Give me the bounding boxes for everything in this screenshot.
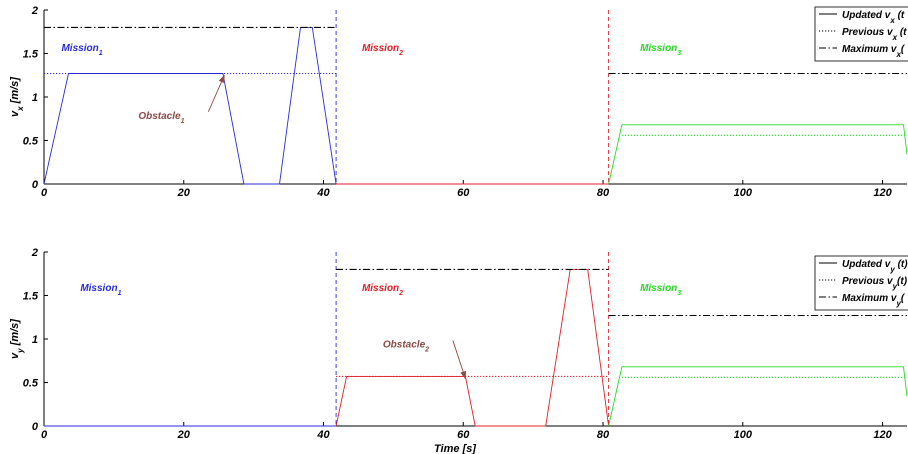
y-axis-label: vy [m/s] xyxy=(9,319,25,359)
y-tick-label: 2 xyxy=(31,5,38,17)
x-tick-label: 20 xyxy=(177,187,191,199)
series-line-updated xyxy=(608,366,908,427)
x-tick-label: 120 xyxy=(873,429,892,441)
x-tick-label: 0 xyxy=(41,187,48,199)
legend-box xyxy=(814,255,908,311)
x-tick-label: 40 xyxy=(316,187,330,199)
mission-label: Mission3 xyxy=(640,283,681,297)
legend-entry: Maximum vx( xyxy=(842,44,906,59)
y-axis-label: vx [m/s] xyxy=(9,77,25,117)
series-line-updated xyxy=(608,124,908,185)
y-tick-label: 1.5 xyxy=(23,291,39,303)
mission-label: Mission1 xyxy=(61,43,102,57)
y-tick-label: 1 xyxy=(32,92,38,104)
mission-label: Mission3 xyxy=(640,43,681,57)
obstacle-annotation: Obstacle1 xyxy=(138,111,184,125)
x-tick-label: 100 xyxy=(734,187,753,199)
x-tick-label: 100 xyxy=(734,429,753,441)
y-tick-label: 0 xyxy=(32,179,39,191)
x-tick-label: 20 xyxy=(177,429,191,441)
y-tick-label: 1.5 xyxy=(23,49,39,61)
x-tick-label: 120 xyxy=(873,187,892,199)
x-tick-label: 80 xyxy=(597,429,610,441)
obstacle-annotation: Obstacle2 xyxy=(383,340,429,354)
mission-label: Mission1 xyxy=(80,283,121,297)
legend-entry: Previous vy(t) xyxy=(842,276,908,291)
x-tick-label: 60 xyxy=(457,187,470,199)
x-tick-label: 80 xyxy=(597,187,610,199)
legend-entry: Updated vx (t xyxy=(842,10,905,25)
y-tick-label: 0 xyxy=(32,421,39,433)
legend-entry: Maximum vy( xyxy=(842,293,906,308)
y-tick-label: 0.5 xyxy=(23,378,39,390)
x-tick-label: 60 xyxy=(457,429,470,441)
y-tick-label: 2 xyxy=(31,247,38,259)
y-tick-label: 1 xyxy=(32,334,38,346)
legend-box xyxy=(814,6,908,62)
legend-entry: Updated vy (t) xyxy=(842,259,908,274)
x-axis-label: Time [s] xyxy=(434,443,476,454)
obstacle-arrow xyxy=(207,74,225,112)
mission-label: Mission2 xyxy=(362,43,403,57)
x-tick-label: 40 xyxy=(316,429,330,441)
obstacle-arrow xyxy=(452,340,467,380)
y-tick-label: 0.5 xyxy=(23,136,39,148)
legend-entry: Previous vx (t xyxy=(842,27,907,42)
mission-label: Mission2 xyxy=(362,283,403,297)
x-tick-label: 0 xyxy=(41,429,48,441)
